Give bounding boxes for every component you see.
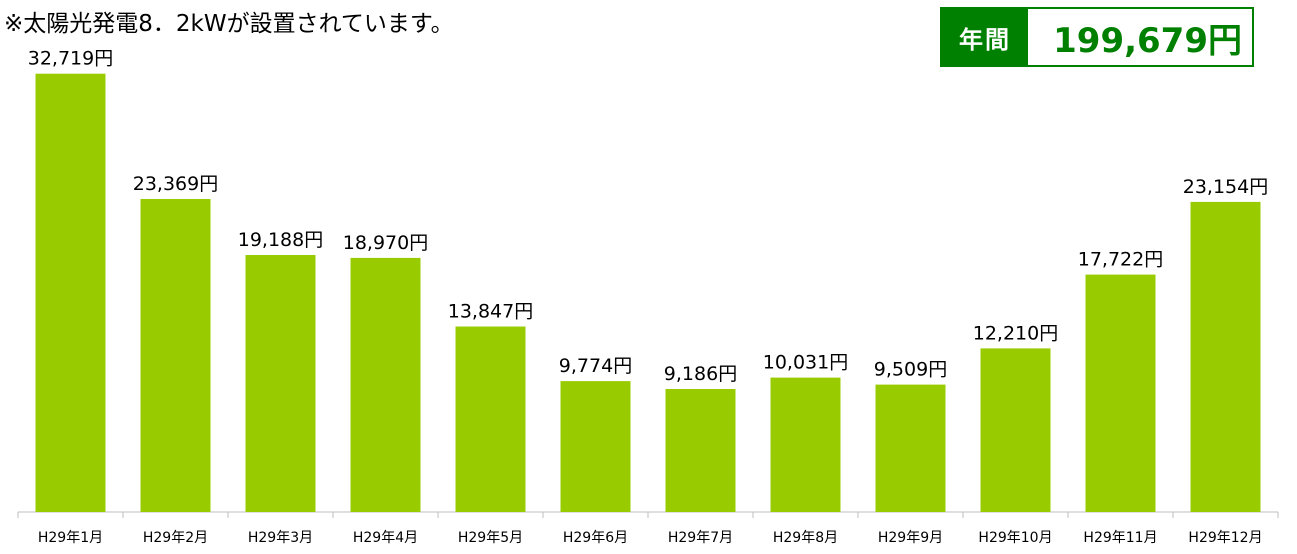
x-tick-label-11: H29年11月 xyxy=(1083,530,1157,546)
bar-11 xyxy=(1085,274,1156,512)
x-tick-label-5: H29年5月 xyxy=(458,530,523,546)
data-label-2: 23,369円 xyxy=(133,173,218,195)
bars-group: 32,719円 H29年1月 23,369円 H29年2月 19,188円 H29年3月 1… xyxy=(17,48,1279,546)
x-tick-label-7: H29年7月 xyxy=(668,530,733,546)
data-label-10: 12,210円 xyxy=(973,322,1058,344)
x-tick-label-1: H29年1月 xyxy=(38,530,103,546)
annual-total-label: 年間 xyxy=(942,9,1028,65)
annual-total-box: 年間 199,679円 xyxy=(940,7,1254,67)
data-label-11: 17,722円 xyxy=(1078,249,1163,271)
data-label-3: 19,188円 xyxy=(238,229,323,251)
installation-note: ※太陽光発電8．2kWが設置されています。 xyxy=(4,11,454,37)
x-tick-label-9: H29年9月 xyxy=(878,530,943,546)
x-tick-label-8: H29年8月 xyxy=(773,530,838,546)
bar-12 xyxy=(1190,201,1261,512)
bar-3 xyxy=(245,255,316,512)
bar-6 xyxy=(560,381,631,512)
data-label-1: 32,719円 xyxy=(28,48,113,70)
x-tick-label-6: H29年6月 xyxy=(563,530,628,546)
data-label-5: 13,847円 xyxy=(448,301,533,323)
x-tick-label-3: H29年3月 xyxy=(248,530,313,546)
x-tick-label-12: H29年12月 xyxy=(1188,530,1262,546)
bar-8 xyxy=(770,377,841,512)
data-label-12: 23,154円 xyxy=(1183,176,1268,198)
bar-4 xyxy=(350,257,421,512)
bar-10 xyxy=(980,348,1051,512)
data-label-8: 10,031円 xyxy=(763,352,848,374)
x-tick-label-4: H29年4月 xyxy=(353,530,418,546)
annual-total-value: 199,679円 xyxy=(1053,20,1242,61)
data-label-7: 9,186円 xyxy=(664,363,737,385)
data-label-9: 9,509円 xyxy=(874,359,947,381)
bar-5 xyxy=(455,326,526,512)
bar-2 xyxy=(140,199,211,512)
bar-7 xyxy=(665,389,736,512)
data-label-6: 9,774円 xyxy=(559,355,632,377)
bar-9 xyxy=(875,384,946,512)
bar-1 xyxy=(35,73,106,512)
data-label-4: 18,970円 xyxy=(343,232,428,254)
x-tick-label-2: H29年2月 xyxy=(143,530,208,546)
x-tick-label-10: H29年10月 xyxy=(978,530,1052,546)
